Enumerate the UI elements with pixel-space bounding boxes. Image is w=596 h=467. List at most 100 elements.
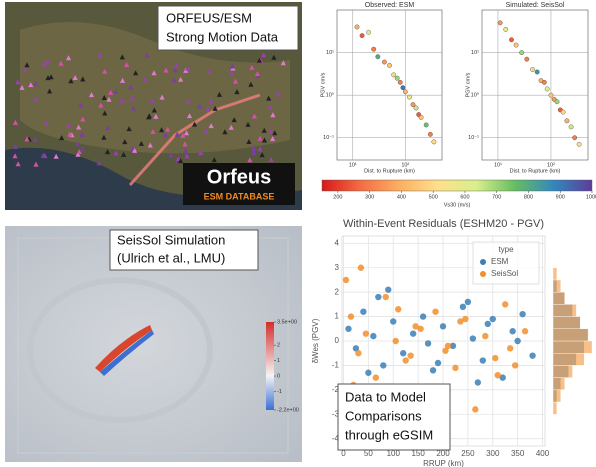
y-tick-label: 10¹ [471, 50, 479, 56]
x-axis-label: Dist. to Rupture (km) [364, 168, 415, 174]
point [401, 85, 405, 89]
y-tick-label: -1 [332, 361, 340, 370]
point [545, 87, 549, 91]
point [358, 265, 364, 271]
x-tick-label: 400 [536, 449, 550, 458]
point [420, 313, 426, 319]
y-axis-label: PGV cm/s [465, 72, 471, 97]
point [395, 306, 401, 312]
point [472, 406, 478, 412]
point [371, 47, 375, 51]
point [348, 313, 354, 319]
colorbar-tick-label: -2.2e+00 [277, 407, 299, 413]
point [430, 367, 436, 373]
colorbar-tick-label: 1000 [586, 194, 596, 200]
logo-sub: ESM DATABASE [204, 191, 275, 201]
point [343, 277, 349, 283]
y-tick-label: 10⁰ [471, 92, 480, 99]
hist-bar [553, 280, 561, 292]
point [502, 301, 508, 307]
legend-swatch [480, 271, 486, 277]
x-tick-label: 300 [486, 449, 500, 458]
hist-bar [553, 329, 588, 341]
y-tick-label: 3 [335, 263, 340, 272]
colorbar-tick-label: 600 [460, 194, 469, 200]
colorbar-tick-label: 0 [277, 373, 280, 379]
point [370, 333, 376, 339]
point [529, 352, 535, 358]
colorbar-label: Vs30 (m/s) [444, 202, 471, 208]
hist-bar [553, 365, 573, 377]
colorbar-tick-label: 300 [365, 194, 374, 200]
y-axis-label: δWes (PGV) [311, 318, 320, 363]
y-tick-label: 10⁻¹ [468, 135, 479, 141]
point [385, 287, 391, 293]
point [387, 63, 391, 67]
point [355, 25, 359, 29]
point [428, 132, 432, 136]
point [403, 90, 407, 94]
page: ORFEUS/ESM Strong Motion Data Orfeus ESM… [0, 0, 596, 467]
point [383, 294, 389, 300]
point [514, 338, 520, 344]
hist-bar [553, 341, 592, 353]
point [435, 360, 441, 366]
point [382, 60, 386, 64]
point [365, 370, 371, 376]
chart-title: Within-Event Residuals (ESHM20 - PGV) [343, 218, 544, 230]
x-tick-label: 350 [511, 449, 525, 458]
simulation-colorbar [266, 322, 274, 410]
note-text: Comparisons [345, 408, 422, 423]
point [360, 308, 366, 314]
point [391, 73, 395, 77]
vs30-colorbar [322, 180, 592, 191]
legend-swatch [480, 259, 486, 265]
point [522, 328, 528, 334]
point [432, 308, 438, 314]
point [509, 328, 515, 334]
colorbar-tick-label: 800 [524, 194, 533, 200]
note-text: through eGSIM [345, 427, 433, 442]
point [542, 80, 546, 84]
colorbar-tick-label: 900 [556, 194, 565, 200]
chart-title: Simulated: SeisSol [506, 2, 565, 9]
y-tick-label: 1 [335, 312, 340, 321]
legend-label: SeisSol [491, 269, 518, 278]
point [425, 340, 431, 346]
colorbar-tick-label: 700 [492, 194, 501, 200]
point [424, 123, 428, 127]
point [535, 70, 539, 74]
point [460, 304, 466, 310]
point [498, 21, 502, 25]
y-tick-label: 0 [335, 336, 340, 345]
point [407, 95, 411, 99]
point [360, 33, 364, 37]
point [380, 362, 386, 368]
point [490, 316, 496, 322]
y-axis-label: PGV cm/s [320, 72, 326, 97]
colorbar-tick-label: -1 [277, 389, 282, 395]
point [414, 106, 418, 110]
point [445, 343, 451, 349]
point [530, 67, 534, 71]
point [519, 311, 525, 317]
y-tick-label: 4 [335, 238, 340, 247]
point [492, 355, 498, 361]
point [549, 93, 553, 97]
y-tick-label: 10¹ [326, 50, 334, 56]
point [577, 142, 581, 146]
x-tick-label: 10¹ [349, 162, 357, 168]
point [569, 125, 573, 129]
colorbar-tick-label: 3.5e+00 [277, 319, 297, 325]
point [503, 27, 507, 31]
hist-bar [553, 378, 565, 390]
map-title: ORFEUS/ESM [166, 10, 252, 25]
x-tick-label: 250 [461, 449, 475, 458]
point [561, 110, 565, 114]
point [398, 80, 402, 84]
hist-bar [553, 268, 557, 280]
hist-bar [553, 353, 584, 365]
colorbar-tick-label: 200 [333, 194, 342, 200]
point [390, 318, 396, 324]
point [363, 330, 369, 336]
